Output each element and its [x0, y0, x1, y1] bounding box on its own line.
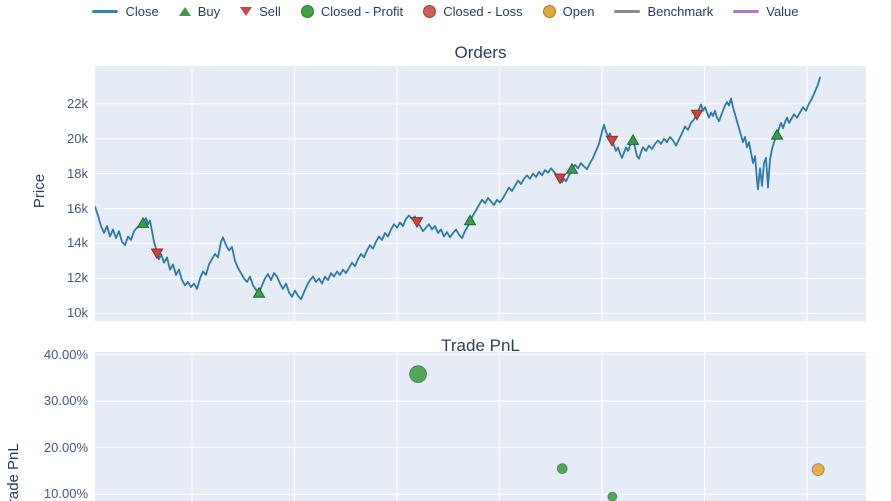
buy-marker-icon[interactable] [252, 286, 266, 298]
orders-plot-area[interactable] [95, 66, 866, 321]
orders-ytick-16k: 16k [67, 200, 88, 216]
orders-chart-title: Orders [454, 43, 507, 62]
legend-label: Sell [259, 4, 281, 19]
legend-label: Value [766, 4, 799, 19]
buy-marker-icon[interactable] [626, 133, 640, 145]
pnl-ytick-40.00%: 40.00% [43, 346, 88, 362]
pnl-plot-area[interactable] [95, 352, 866, 501]
close-price-line [95, 76, 821, 301]
legend-item-sell[interactable]: Sell [240, 4, 281, 19]
close-swatch-icon [92, 10, 119, 13]
legend-item-open[interactable]: Open [542, 4, 595, 19]
pnl-axis-title: Trade PnL [5, 443, 22, 501]
chart-legend: Close Buy Sell Closed - Profit Closed - Loss… [0, 4, 891, 19]
buy-marker-icon[interactable] [136, 216, 150, 228]
orders-ytick-12k: 12k [67, 270, 88, 286]
orders-price-chart [95, 66, 866, 321]
legend-label: Closed - Profit [320, 4, 404, 19]
legend-item-closed-profit[interactable]: Closed - Profit [300, 4, 404, 19]
buy-swatch-icon [178, 7, 191, 16]
orders-ytick-18k: 18k [67, 165, 88, 181]
legend-label: Closed - Loss [443, 4, 523, 19]
sell-marker-icon[interactable] [410, 217, 424, 229]
pnl-ytick-10.00%: 10.00% [43, 486, 88, 501]
legend-item-closed-loss[interactable]: Closed - Loss [423, 4, 523, 19]
orders-ytick-22k: 22k [67, 95, 88, 111]
buy-marker-icon[interactable] [770, 128, 784, 140]
legend-label: Close [125, 4, 159, 19]
buy-marker-icon[interactable] [463, 214, 477, 226]
open-point[interactable] [811, 463, 825, 477]
value-swatch-icon [733, 10, 760, 13]
closed-profit-swatch-icon [300, 5, 314, 18]
pnl-chart-title: Trade PnL [441, 336, 520, 355]
pnl-scatter-chart [95, 352, 866, 501]
benchmark-swatch-icon [614, 10, 641, 13]
legend-label: Benchmark [647, 4, 714, 19]
closed-profit-point[interactable] [409, 365, 428, 384]
legend-item-close[interactable]: Close [92, 4, 159, 19]
sell-marker-icon[interactable] [690, 109, 704, 121]
pnl-ytick-30.00%: 30.00% [43, 393, 88, 409]
price-axis-title: Price [31, 173, 48, 209]
orders-ytick-14k: 14k [67, 235, 88, 251]
legend-item-buy[interactable]: Buy [178, 4, 221, 19]
orders-ytick-20k: 20k [67, 130, 88, 146]
closed-profit-point[interactable] [607, 491, 618, 501]
sell-marker-icon[interactable] [150, 248, 164, 260]
open-swatch-icon [542, 5, 556, 18]
sell-marker-icon[interactable] [553, 173, 567, 185]
closed-loss-swatch-icon [423, 5, 437, 18]
closed-profit-point[interactable] [556, 463, 568, 475]
sell-marker-icon[interactable] [605, 135, 619, 147]
sell-swatch-icon [240, 7, 253, 16]
buy-marker-icon[interactable] [565, 162, 579, 174]
legend-label: Open [562, 4, 595, 19]
pnl-ytick-20.00%: 20.00% [43, 439, 88, 455]
legend-label: Buy [197, 4, 221, 19]
legend-item-value[interactable]: Value [733, 4, 799, 19]
orders-ytick-10k: 10k [67, 305, 88, 321]
legend-item-benchmark[interactable]: Benchmark [614, 4, 713, 19]
